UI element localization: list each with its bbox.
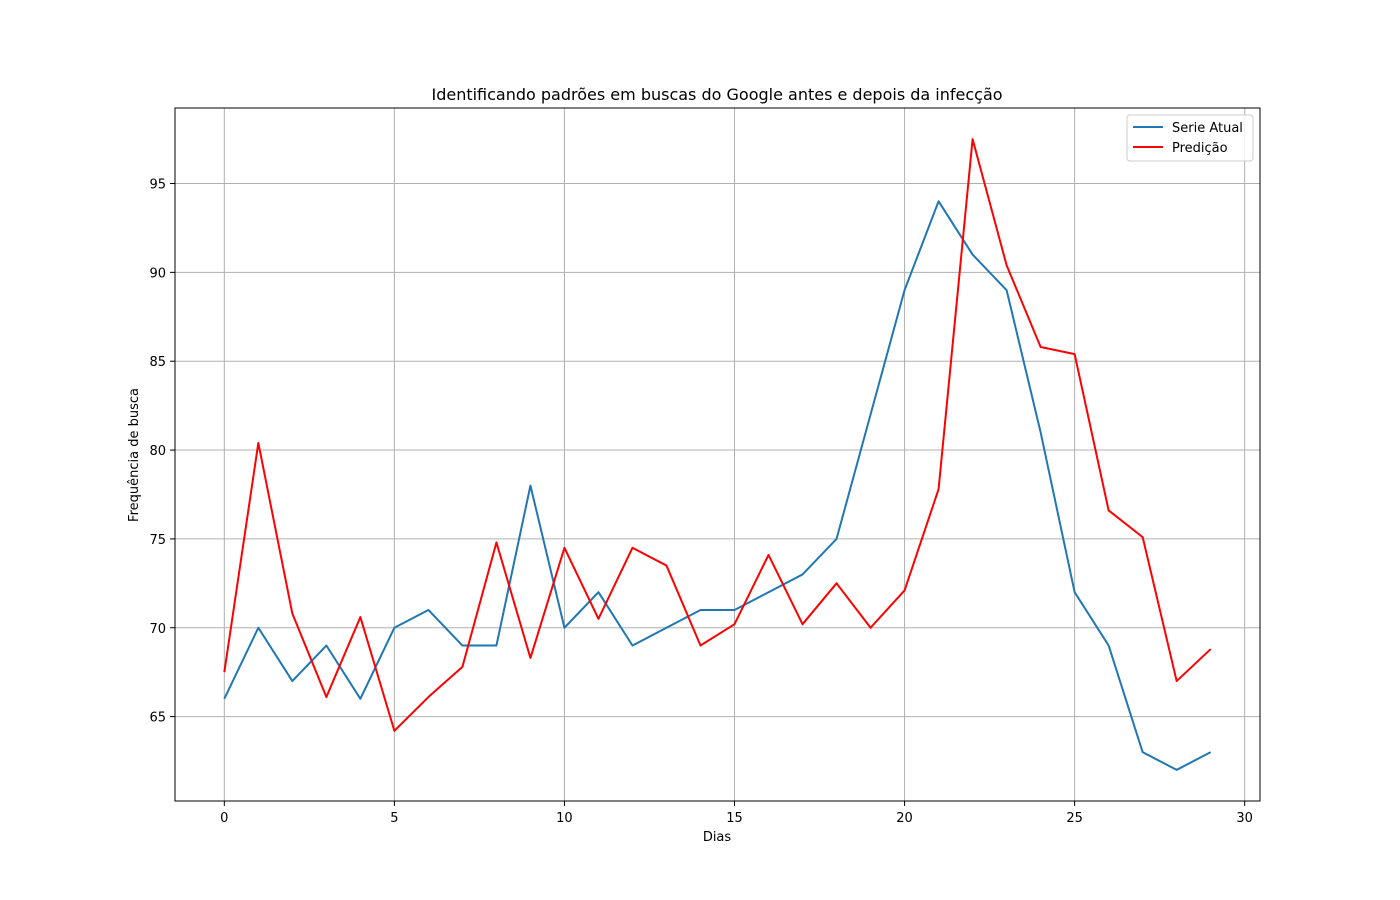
y-tick-label-65: 65 <box>149 711 166 726</box>
x-tick-label-10: 10 <box>556 811 573 826</box>
plot-frame <box>174 107 1261 802</box>
series-layer <box>223 138 1212 771</box>
x-tick-label-5: 5 <box>390 811 398 826</box>
x-tick-label-15: 15 <box>726 811 743 826</box>
x-tick-label-30: 30 <box>1236 811 1253 826</box>
x-tick-label-20: 20 <box>896 811 913 826</box>
y-tick-label-90: 90 <box>149 266 166 281</box>
series-line-predicao <box>223 138 1212 732</box>
y-axis-label: Frequência de busca <box>127 388 142 522</box>
x-axis-label: Dias <box>703 830 732 845</box>
chart-title: Identificando padrões em buscas do Googl… <box>431 85 1002 104</box>
series-line-serie-atual <box>223 200 1212 771</box>
y-tick-label-85: 85 <box>149 355 166 370</box>
y-tick-label-70: 70 <box>149 622 166 637</box>
legend-label-serie-atual: Serie Atual <box>1172 121 1243 136</box>
x-tick-label-0: 0 <box>220 811 228 826</box>
y-tick-label-95: 95 <box>149 178 166 193</box>
y-tick-label-80: 80 <box>149 444 166 459</box>
legend-label-predicao: Predição <box>1172 141 1228 156</box>
x-tick-label-25: 25 <box>1066 811 1083 826</box>
y-tick-label-75: 75 <box>149 533 166 548</box>
y-axis-ticks: 65 70 75 80 85 90 95 <box>149 178 175 726</box>
x-axis-ticks: 0 5 10 15 20 25 30 <box>220 801 1253 826</box>
legend: Serie Atual Predição <box>1126 114 1254 162</box>
